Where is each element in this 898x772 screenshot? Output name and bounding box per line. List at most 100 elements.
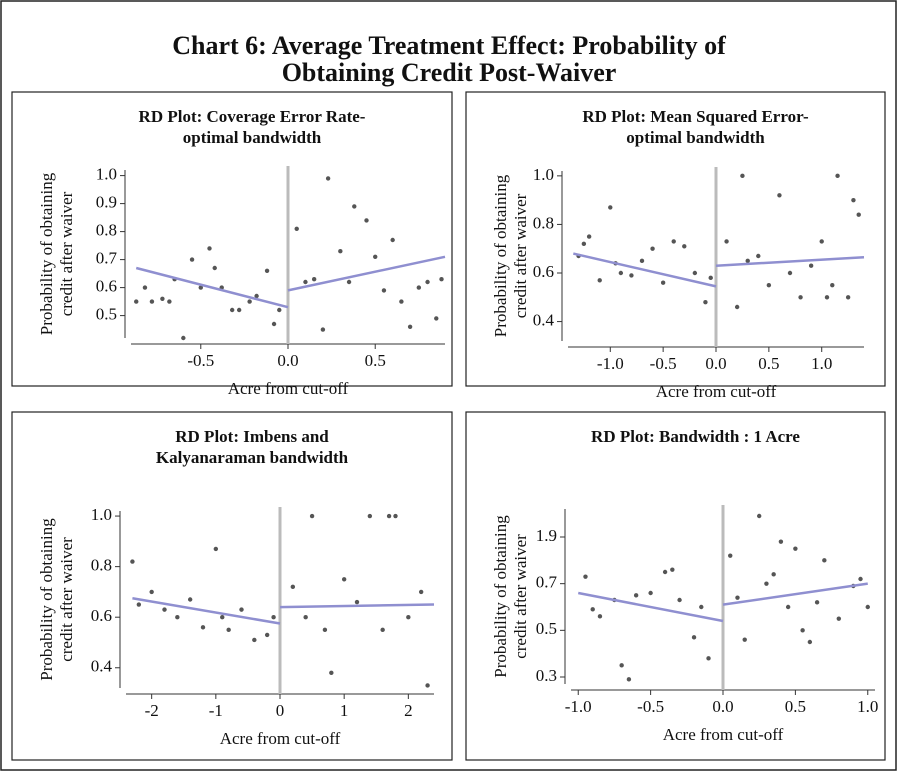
- data-point: [735, 595, 740, 600]
- data-point: [229, 307, 235, 313]
- y-tick-label: 1.0: [533, 165, 554, 184]
- data-point: [836, 616, 842, 621]
- y-tick-label: 0.6: [91, 606, 112, 625]
- y-tick-label: 0.9: [96, 193, 117, 212]
- x-tick-label: 1: [340, 701, 349, 720]
- data-point: [175, 615, 180, 620]
- x-tick-label: -0.5: [187, 351, 214, 370]
- data-point: [393, 513, 398, 519]
- panel-frame: [465, 91, 886, 387]
- data-point: [354, 599, 360, 605]
- y-tick-label: 0.8: [533, 213, 554, 232]
- data-point: [236, 307, 242, 313]
- fit-line: [135, 266, 289, 309]
- data-point: [619, 663, 624, 668]
- y-tick-label: 0.8: [91, 556, 112, 575]
- x-tick-label: 0.5: [365, 351, 386, 370]
- x-tick-label: -0.5: [650, 354, 677, 373]
- figure-title: Chart 6: Average Treatment Effect: Proba…: [172, 31, 726, 60]
- x-tick-label: -1.0: [597, 354, 624, 373]
- x-axis-label: Acre from cut-off: [228, 379, 349, 398]
- data-point: [650, 246, 655, 251]
- data-point: [845, 295, 851, 300]
- panel-title: RD Plot: Imbens and: [175, 427, 329, 446]
- data-point: [777, 193, 782, 198]
- data-point: [162, 607, 167, 612]
- data-point: [671, 239, 676, 244]
- y-tick-label: 0.5: [536, 619, 557, 638]
- data-point: [597, 614, 603, 619]
- x-tick-label: -2: [145, 701, 159, 720]
- fit-line: [715, 255, 865, 267]
- data-point: [399, 299, 404, 304]
- data-point: [597, 278, 602, 283]
- panel-title: optimal bandwidth: [626, 128, 765, 147]
- y-axis-label: credit after waiver: [511, 193, 530, 318]
- fit-line: [132, 597, 281, 625]
- data-point: [320, 327, 326, 332]
- data-point: [865, 604, 870, 610]
- data-point: [808, 263, 814, 268]
- data-point: [303, 279, 308, 285]
- data-point: [418, 589, 424, 595]
- data-point: [856, 212, 861, 217]
- data-point: [386, 513, 392, 519]
- y-axis-label: credit after waiver: [511, 534, 530, 659]
- y-tick-label: 0.4: [533, 310, 555, 329]
- data-point: [346, 279, 352, 285]
- x-tick-label: 2: [404, 701, 413, 720]
- y-tick-label: 0.4: [91, 657, 113, 676]
- data-point: [814, 600, 820, 605]
- data-point: [149, 299, 155, 304]
- data-point: [785, 604, 791, 610]
- data-point: [830, 282, 835, 288]
- data-point: [800, 628, 805, 633]
- data-point: [338, 249, 343, 254]
- data-point: [142, 285, 148, 290]
- data-point: [798, 295, 803, 300]
- data-point: [425, 683, 430, 688]
- data-point: [390, 237, 395, 243]
- data-point: [130, 559, 135, 564]
- data-point: [416, 285, 422, 290]
- data-point: [136, 602, 142, 607]
- data-point: [325, 176, 331, 181]
- data-point: [311, 277, 317, 282]
- data-point: [787, 270, 793, 276]
- y-tick-label: 0.7: [96, 249, 118, 268]
- panel-frame: [11, 411, 453, 761]
- data-point: [745, 258, 750, 264]
- data-point: [309, 513, 315, 519]
- data-point: [682, 244, 687, 249]
- data-point: [835, 173, 840, 179]
- x-tick-label: -0.5: [637, 697, 664, 716]
- data-point: [724, 239, 729, 244]
- data-point: [226, 627, 231, 633]
- x-axis-label: Acre from cut-off: [220, 729, 341, 748]
- data-point: [425, 279, 430, 285]
- data-point: [271, 321, 277, 327]
- data-point: [220, 615, 225, 620]
- data-point: [670, 567, 675, 572]
- data-point: [822, 558, 827, 563]
- data-point: [734, 304, 740, 310]
- data-point: [294, 226, 299, 231]
- data-point: [764, 581, 769, 586]
- data-point: [618, 270, 624, 276]
- panel-title: RD Plot: Mean Squared Error-: [582, 107, 809, 126]
- data-point: [740, 173, 745, 179]
- data-point: [639, 258, 645, 264]
- data-point: [703, 299, 708, 305]
- x-tick-label: 0.5: [758, 354, 779, 373]
- data-point: [699, 604, 704, 610]
- x-tick-label: 0.0: [277, 351, 298, 370]
- data-point: [200, 625, 206, 630]
- x-tick-label: 0.0: [712, 697, 733, 716]
- x-axis-label: Acre from cut-off: [663, 725, 784, 744]
- data-point: [367, 513, 373, 519]
- data-point: [380, 627, 385, 633]
- x-axis-label: Acre from cut-off: [656, 382, 777, 401]
- data-point: [629, 273, 634, 278]
- data-point: [819, 239, 824, 244]
- y-axis-label: Probability of obtaining: [491, 174, 510, 337]
